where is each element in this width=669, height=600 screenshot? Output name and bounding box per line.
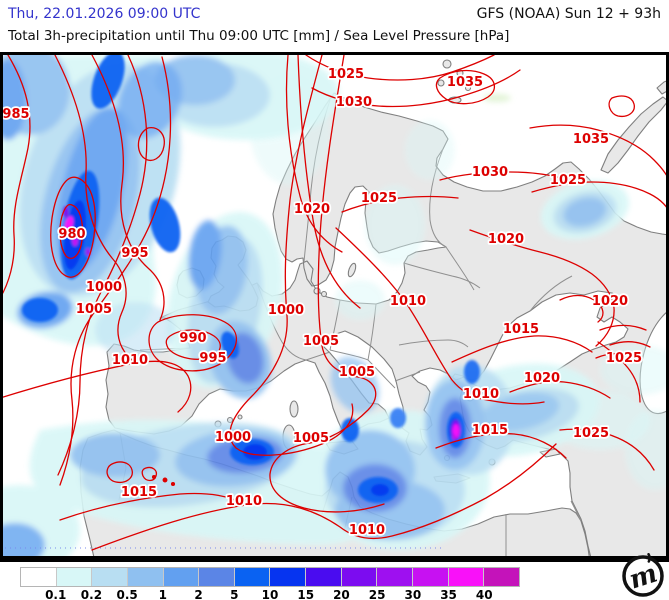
isobar-labels: 985 980 995 1000 1005 990 995 1010 1000 1005 1005 1…: [1, 65, 644, 540]
legend-swatch: [341, 568, 378, 586]
precipitation-layer: [0, 52, 669, 562]
legend-label: 30: [404, 588, 422, 600]
legend-label: 10: [261, 588, 279, 600]
weather-map: 985 980 995 1000 1005 990 995 1010 1000 1005 1005 1…: [0, 52, 669, 562]
legend-swatch: [484, 568, 519, 586]
isobar-label: 985: [2, 107, 29, 122]
isobar-label: 1025: [573, 426, 609, 441]
legend-label: 0.5: [116, 588, 138, 600]
model-run-info: GFS (NOAA) Sun 12 + 93h: [476, 6, 661, 22]
legend-swatch: [127, 568, 164, 586]
isobar-label: 1025: [328, 67, 364, 82]
legend-swatch: [199, 568, 235, 586]
isobar-label: 1030: [336, 95, 372, 110]
legend-swatch: [306, 568, 342, 586]
legend-label: 15: [297, 588, 315, 600]
isobar-label: 1035: [447, 75, 483, 90]
isobar-label: 1005: [339, 365, 375, 380]
isobar-label: 1020: [524, 371, 560, 386]
isobar-label: 1010: [226, 494, 262, 509]
isobar-label: 1010: [390, 294, 426, 309]
valid-datetime: Thu, 22.01.2026 09:00 UTC: [8, 6, 201, 22]
isobar-label: 1015: [121, 485, 157, 500]
legend-labels: 0.1 0.2 0.5 1 2 5 10 15 20 25 30 35 40: [20, 588, 520, 600]
legend-label: 0.1: [45, 588, 67, 600]
legend-swatch: [234, 568, 271, 586]
isobar-label: 1020: [488, 232, 524, 247]
legend-label: 35: [440, 588, 457, 600]
legend-swatch: [163, 568, 200, 586]
legend-swatches: [20, 567, 520, 587]
legend-label: 0.2: [80, 588, 103, 600]
legend-label: 20: [333, 588, 350, 600]
logo-circle: [622, 555, 664, 597]
legend-label: 25: [368, 588, 386, 600]
legend-swatch: [21, 568, 57, 586]
isobar-label: 1010: [463, 387, 499, 402]
legend-label: 1: [158, 588, 168, 600]
legend-swatch: [448, 568, 485, 586]
isobar-label: 1005: [293, 431, 329, 446]
isobar-label: 1015: [472, 423, 508, 438]
map-title: Total 3h-precipitation until Thu 09:00 U…: [8, 28, 510, 44]
isobar-label: 1000: [86, 280, 122, 295]
legend-label: 2: [194, 588, 203, 600]
isobar-label: 1005: [303, 334, 339, 349]
legend-swatch: [413, 568, 449, 586]
isobar-layer: [0, 54, 669, 551]
isobar-label: 1000: [268, 303, 304, 318]
logo-flourish: [647, 553, 651, 563]
isobar-label: 1000: [215, 430, 251, 445]
isobar-label: 1005: [76, 302, 112, 317]
legend-swatch: [56, 568, 93, 586]
isobar-label: 1020: [592, 294, 628, 309]
map-frame: [0, 52, 669, 562]
legend-swatch: [377, 568, 414, 586]
legend-label: 5: [230, 588, 239, 600]
legend-swatch: [270, 568, 307, 586]
isobar-label: 1030: [472, 165, 508, 180]
legend-label: 40: [475, 588, 493, 600]
precipitation-legend: 0.1 0.2 0.5 1 2 5 10 15 20 25 30 35 40: [20, 567, 520, 600]
legend-swatch: [92, 568, 128, 586]
isobar-label: 1010: [349, 523, 385, 538]
isobar-label: 995: [121, 246, 148, 261]
isobar-label: 1015: [503, 322, 539, 337]
site-logo[interactable]: m: [620, 553, 666, 599]
isobar-label: 1025: [361, 191, 397, 206]
isobar-label: 1025: [606, 351, 642, 366]
precipitation-cores: [22, 52, 480, 503]
isobar-label: 990: [179, 331, 206, 346]
isobar-label: 980: [58, 227, 85, 242]
isobar-label: 1010: [112, 353, 148, 368]
isobar-label: 995: [199, 351, 226, 366]
isobar-label: 1035: [573, 132, 609, 147]
header: Thu, 22.01.2026 09:00 UTC GFS (NOAA) Sun…: [0, 0, 669, 52]
isobar-label: 1025: [550, 173, 586, 188]
isobar-label: 1020: [294, 202, 330, 217]
